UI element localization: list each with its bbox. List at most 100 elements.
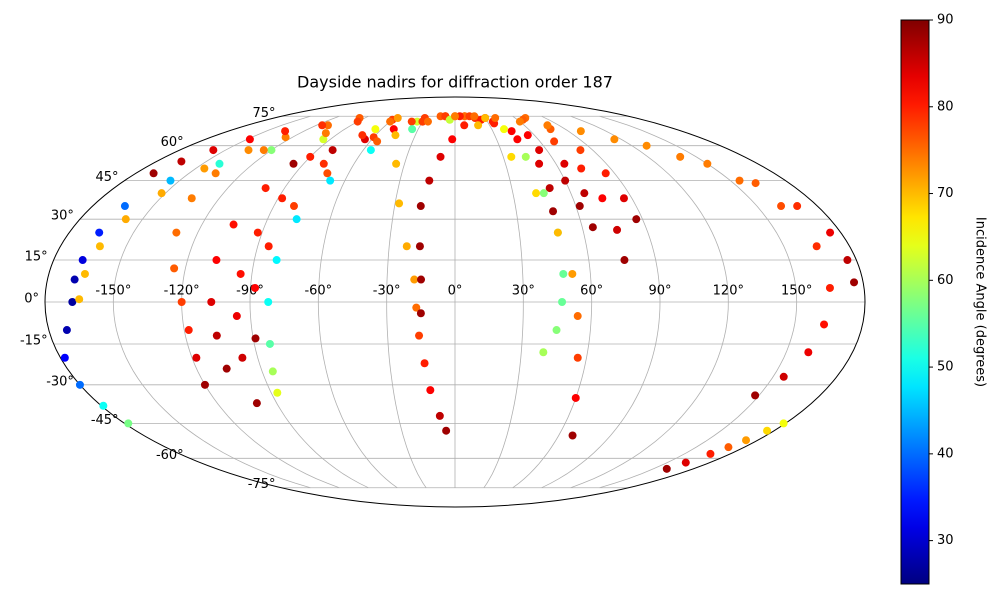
point — [306, 152, 315, 161]
point — [323, 169, 332, 178]
y-tick-label: 30° — [51, 209, 74, 224]
point — [281, 127, 290, 136]
y-tick-label: 0° — [24, 292, 39, 307]
point — [751, 179, 760, 188]
point — [561, 176, 570, 185]
point — [289, 159, 298, 168]
point — [601, 169, 610, 178]
y-tick-label: 75° — [252, 106, 275, 121]
point — [323, 121, 332, 130]
point — [423, 117, 432, 126]
point — [558, 298, 567, 306]
x-tick-label: 150° — [781, 284, 812, 299]
point — [706, 449, 715, 458]
point — [812, 242, 821, 251]
point — [545, 184, 554, 193]
point — [170, 264, 179, 273]
point — [435, 411, 444, 420]
point — [539, 189, 548, 198]
x-tick-label: 90° — [648, 284, 671, 299]
point — [499, 125, 508, 134]
grid-line — [512, 115, 593, 489]
point — [535, 159, 544, 168]
point — [238, 353, 247, 362]
point — [751, 391, 760, 400]
point — [407, 117, 416, 126]
point — [676, 152, 685, 161]
point — [568, 431, 577, 440]
point — [157, 189, 166, 198]
point — [642, 141, 651, 150]
data-points — [60, 112, 859, 473]
point — [319, 135, 328, 144]
point — [549, 207, 558, 216]
point — [395, 199, 404, 208]
point — [318, 121, 327, 130]
point — [523, 131, 532, 140]
point — [573, 312, 582, 321]
colorbar — [900, 19, 930, 585]
x-tick-label: -90° — [236, 284, 264, 299]
point — [539, 348, 548, 357]
point — [779, 372, 788, 381]
point — [245, 135, 254, 144]
point — [166, 176, 175, 185]
point — [177, 298, 186, 306]
point — [568, 269, 577, 278]
point — [229, 220, 238, 229]
point — [366, 146, 375, 155]
point — [571, 393, 580, 402]
point — [436, 152, 445, 161]
point — [804, 348, 813, 357]
point — [211, 169, 220, 178]
point — [507, 152, 516, 161]
x-tick-label: 0° — [448, 284, 463, 299]
point — [535, 146, 544, 155]
colorbar-tick-label: 30 — [937, 533, 954, 548]
point — [481, 113, 490, 122]
point — [273, 388, 282, 397]
y-tick-label: 15° — [25, 250, 48, 265]
point — [192, 353, 201, 362]
grid-line — [570, 115, 729, 489]
point — [267, 146, 276, 155]
point — [68, 298, 77, 306]
point — [289, 202, 298, 211]
point — [826, 228, 835, 237]
point — [491, 113, 500, 122]
point — [251, 283, 260, 292]
point — [120, 202, 129, 211]
point — [292, 215, 301, 224]
point — [420, 359, 429, 368]
point — [75, 380, 84, 389]
point — [507, 127, 516, 136]
point — [416, 309, 425, 318]
grid-line — [541, 115, 661, 489]
y-tick-label: -45° — [91, 413, 119, 428]
point — [272, 256, 281, 265]
point — [793, 202, 802, 211]
point — [200, 380, 209, 389]
point — [232, 312, 241, 321]
colorbar-label: Incidence Angle (degrees) — [973, 217, 988, 387]
point — [610, 135, 619, 144]
grid-line — [112, 115, 311, 489]
point — [328, 146, 337, 155]
point — [474, 121, 483, 130]
point — [451, 112, 459, 121]
point — [264, 242, 273, 251]
point — [850, 278, 859, 287]
point — [373, 137, 382, 146]
point — [515, 117, 524, 126]
y-tick-label: 45° — [96, 170, 119, 185]
point — [75, 295, 84, 304]
point — [251, 334, 260, 343]
grid — [45, 115, 865, 489]
point — [215, 159, 224, 168]
point — [70, 275, 79, 284]
x-tick-label: 120° — [713, 284, 744, 299]
point — [580, 189, 589, 198]
colorbar-tick-label: 80 — [937, 99, 954, 114]
point — [415, 331, 424, 340]
y-tick-label: -75° — [248, 477, 276, 492]
